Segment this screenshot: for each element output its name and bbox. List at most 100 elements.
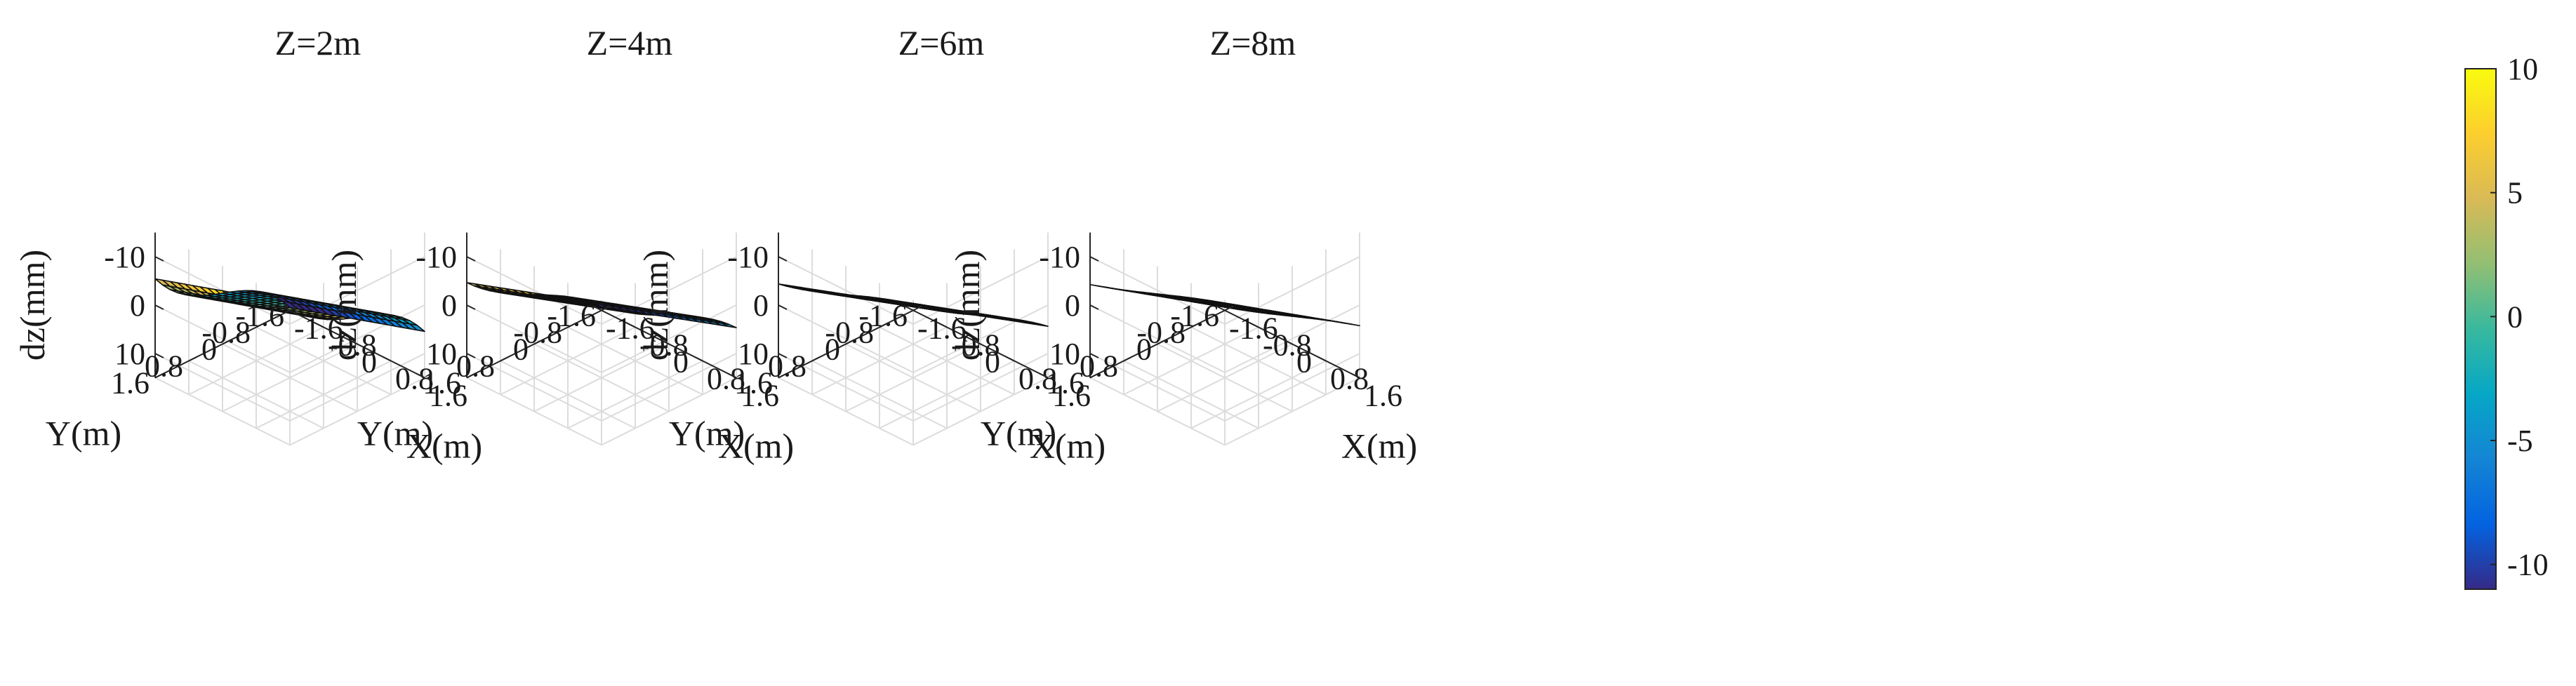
- grid-line: [1224, 377, 1360, 446]
- grid-line: [778, 353, 914, 422]
- y-tick-label: 1.6: [111, 366, 150, 401]
- y-tick-label: -1.6: [858, 299, 908, 333]
- x-tick-label: -1.6: [606, 311, 655, 346]
- y-tick: [500, 356, 510, 362]
- z-tick-label: 10: [114, 337, 145, 371]
- grid-line: [912, 353, 1049, 422]
- y-tick: [811, 356, 821, 362]
- y-tick: [188, 356, 198, 362]
- x-tick-label: 0: [1296, 345, 1312, 379]
- x-tick: [592, 305, 602, 311]
- panel-title: Z=2m: [275, 23, 361, 62]
- x-tick: [281, 305, 291, 311]
- grid-line: [289, 304, 425, 373]
- x-tick: [1249, 322, 1259, 328]
- x-tick-label: 1.6: [741, 379, 779, 413]
- z-axis-label: dz(mm): [948, 250, 987, 361]
- colorbar-tick-label: 10: [2507, 52, 2538, 86]
- panel-3: 100-10-1.6 -1.6-0.8 -0.80 00.8 0.81.6 1.6dz(m…: [636, 23, 1106, 466]
- x-tick-label: -0.8: [1263, 328, 1312, 363]
- colorbar-tick-label: 0: [2507, 300, 2523, 334]
- x-axis-label: X(m): [718, 426, 794, 466]
- z-tick: [154, 304, 164, 310]
- y-axis-label: Y(m): [981, 414, 1056, 453]
- x-tick-label: -1.6: [1229, 311, 1278, 346]
- x-tick-label: 1.6: [1052, 379, 1091, 413]
- x-tick: [1005, 356, 1015, 362]
- x-tick-label: -1.6: [294, 311, 343, 346]
- y-axis-label: Y(m): [669, 414, 745, 453]
- x-tick-label: 0.8: [707, 362, 745, 396]
- y-tick: [222, 339, 232, 345]
- surface: [154, 278, 425, 332]
- z-tick: [1089, 256, 1099, 262]
- z-tick: [466, 353, 476, 358]
- z-tick: [778, 353, 788, 358]
- surface-patch: [1216, 301, 1233, 305]
- grid-line: [466, 353, 602, 422]
- z-tick-label: 0: [441, 288, 457, 323]
- panel-title: Z=6m: [898, 23, 985, 62]
- y-tick: [845, 339, 855, 345]
- colorbar-tick-label: -5: [2507, 424, 2533, 458]
- z-tick-label: 10: [1049, 337, 1080, 371]
- grid-line: [601, 304, 737, 373]
- x-tick: [416, 372, 425, 379]
- z-tick-label: 0: [753, 288, 769, 323]
- grid-line: [601, 256, 737, 325]
- y-tick-label: 0.8: [456, 349, 495, 384]
- y-tick: [255, 322, 265, 328]
- grid-line: [1089, 304, 1226, 373]
- y-tick: [533, 339, 543, 345]
- y-tick: [601, 305, 611, 311]
- z-tick: [154, 353, 164, 358]
- grid-line: [1224, 304, 1360, 373]
- colorbar-tick-label: 5: [2507, 176, 2523, 210]
- y-tick-label: -1.6: [1170, 299, 1219, 333]
- y-tick: [1157, 339, 1167, 345]
- z-axis-label: dz(mm): [324, 250, 364, 361]
- x-tick: [626, 322, 636, 328]
- grid-line: [601, 377, 737, 446]
- z-tick-label: -10: [1039, 240, 1080, 274]
- grid-line: [601, 353, 737, 422]
- grid-line: [466, 256, 602, 325]
- y-tick: [466, 372, 476, 379]
- y-tick-label: 1.6: [734, 366, 773, 401]
- surface: [466, 282, 737, 328]
- grid-line: [1089, 353, 1226, 422]
- grid-line: [912, 256, 1049, 325]
- y-tick-label: -1.6: [235, 299, 284, 333]
- z-tick: [1089, 304, 1099, 310]
- grid-line: [778, 304, 914, 373]
- surface: [1089, 283, 1360, 327]
- panel-title: Z=8m: [1210, 23, 1296, 62]
- z-axis-label: dz(mm): [636, 250, 675, 361]
- colorbar-tick-label: -10: [2507, 548, 2549, 582]
- grid-line: [154, 353, 291, 422]
- x-tick: [382, 356, 392, 362]
- grid-line: [466, 304, 602, 373]
- x-axis-label: X(m): [1341, 426, 1417, 466]
- y-tick: [1089, 372, 1099, 379]
- x-tick: [1350, 372, 1360, 379]
- y-tick: [289, 305, 299, 311]
- colorbar: 10 5 0 -5 -10: [2464, 52, 2549, 590]
- y-tick-label: 0.8: [768, 349, 806, 384]
- z-tick: [778, 256, 788, 262]
- y-tick: [778, 372, 788, 379]
- grid-line: [778, 256, 914, 325]
- x-tick: [1039, 372, 1049, 379]
- z-tick: [466, 304, 476, 310]
- z-tick-label: 10: [426, 337, 457, 371]
- x-axis-label: X(m): [1030, 426, 1106, 466]
- z-tick: [778, 304, 788, 310]
- x-tick: [727, 372, 737, 379]
- x-tick-label: 1.6: [1364, 379, 1402, 413]
- y-tick-label: 0: [1136, 332, 1152, 367]
- panel-4: 100-10-1.6 -1.6-0.8 -0.80 00.8 0.81.6 1.6dz(m…: [948, 23, 1417, 466]
- y-tick-label: -0.8: [201, 316, 251, 350]
- y-tick-label: 0: [513, 332, 529, 367]
- z-tick-label: 0: [130, 288, 145, 323]
- y-tick-label: -0.8: [513, 316, 562, 350]
